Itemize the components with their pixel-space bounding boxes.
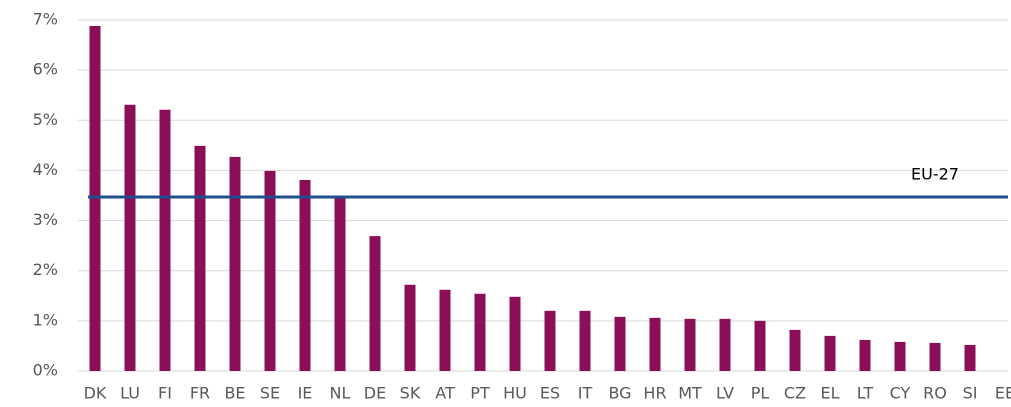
bar: [509, 296, 521, 371]
bar: [299, 179, 311, 371]
bar: [964, 344, 976, 371]
x-tick-label: HR: [643, 384, 666, 403]
bar: [369, 236, 381, 371]
bar: [929, 342, 941, 371]
bar: [474, 293, 486, 371]
bar: [544, 310, 556, 371]
x-tick-label: FR: [190, 384, 210, 403]
y-tick-label: 1%: [33, 310, 58, 329]
x-tick-label: RO: [923, 384, 947, 403]
x-tick-label: EL: [820, 384, 839, 403]
y-tick-label: 6%: [33, 60, 58, 79]
reference-label: EU-27: [911, 165, 959, 184]
x-tick-label: IT: [578, 384, 593, 403]
x-tick-label: CZ: [784, 384, 806, 403]
x-tick-label: EE: [995, 384, 1011, 403]
bar: [124, 104, 136, 372]
bar: [229, 156, 241, 371]
y-tick-label: 7%: [33, 10, 58, 29]
x-tick-label: BG: [608, 384, 631, 403]
bar: [334, 196, 346, 371]
x-tick-label: ES: [540, 384, 560, 403]
bar: [684, 318, 696, 371]
x-tick-label: LV: [716, 384, 734, 403]
bar: [439, 289, 451, 371]
x-tick-label: SK: [400, 384, 421, 403]
x-tick-label: CY: [890, 384, 911, 403]
bar: [194, 145, 206, 371]
bar: [754, 320, 766, 371]
bar: [649, 317, 661, 371]
x-tick-label: LT: [857, 384, 874, 403]
x-tick-label: FI: [158, 384, 172, 403]
x-tick-label: BE: [224, 384, 245, 403]
x-tick-label: MT: [678, 384, 702, 403]
bar: [159, 109, 171, 372]
bar: [859, 339, 871, 371]
y-tick-label: 2%: [33, 260, 58, 279]
x-tick-label: AT: [435, 384, 455, 403]
bar: [404, 284, 416, 371]
bar: [894, 341, 906, 371]
bar: [614, 316, 626, 371]
x-tick-label: PL: [751, 384, 770, 403]
x-tick-label: IE: [298, 384, 313, 403]
x-tick-label: DE: [364, 384, 386, 403]
y-tick-label: 5%: [33, 110, 58, 129]
bar: [264, 170, 276, 371]
x-tick-label: NL: [330, 384, 351, 403]
x-tick-label: LU: [120, 384, 140, 403]
bar: [719, 318, 731, 371]
x-tick-label: PT: [470, 384, 490, 403]
bar: [89, 26, 101, 371]
y-tick-label: 0%: [33, 361, 58, 380]
x-tick-label: SE: [260, 384, 280, 403]
y-tick-label: 4%: [33, 160, 58, 179]
x-tick-label: SI: [963, 384, 978, 403]
bar: [824, 335, 836, 371]
bar: [579, 310, 591, 371]
bar: [789, 329, 801, 371]
y-tick-label: 3%: [33, 210, 58, 229]
x-tick-label: HU: [503, 384, 527, 403]
x-tick-label: DK: [84, 384, 107, 403]
